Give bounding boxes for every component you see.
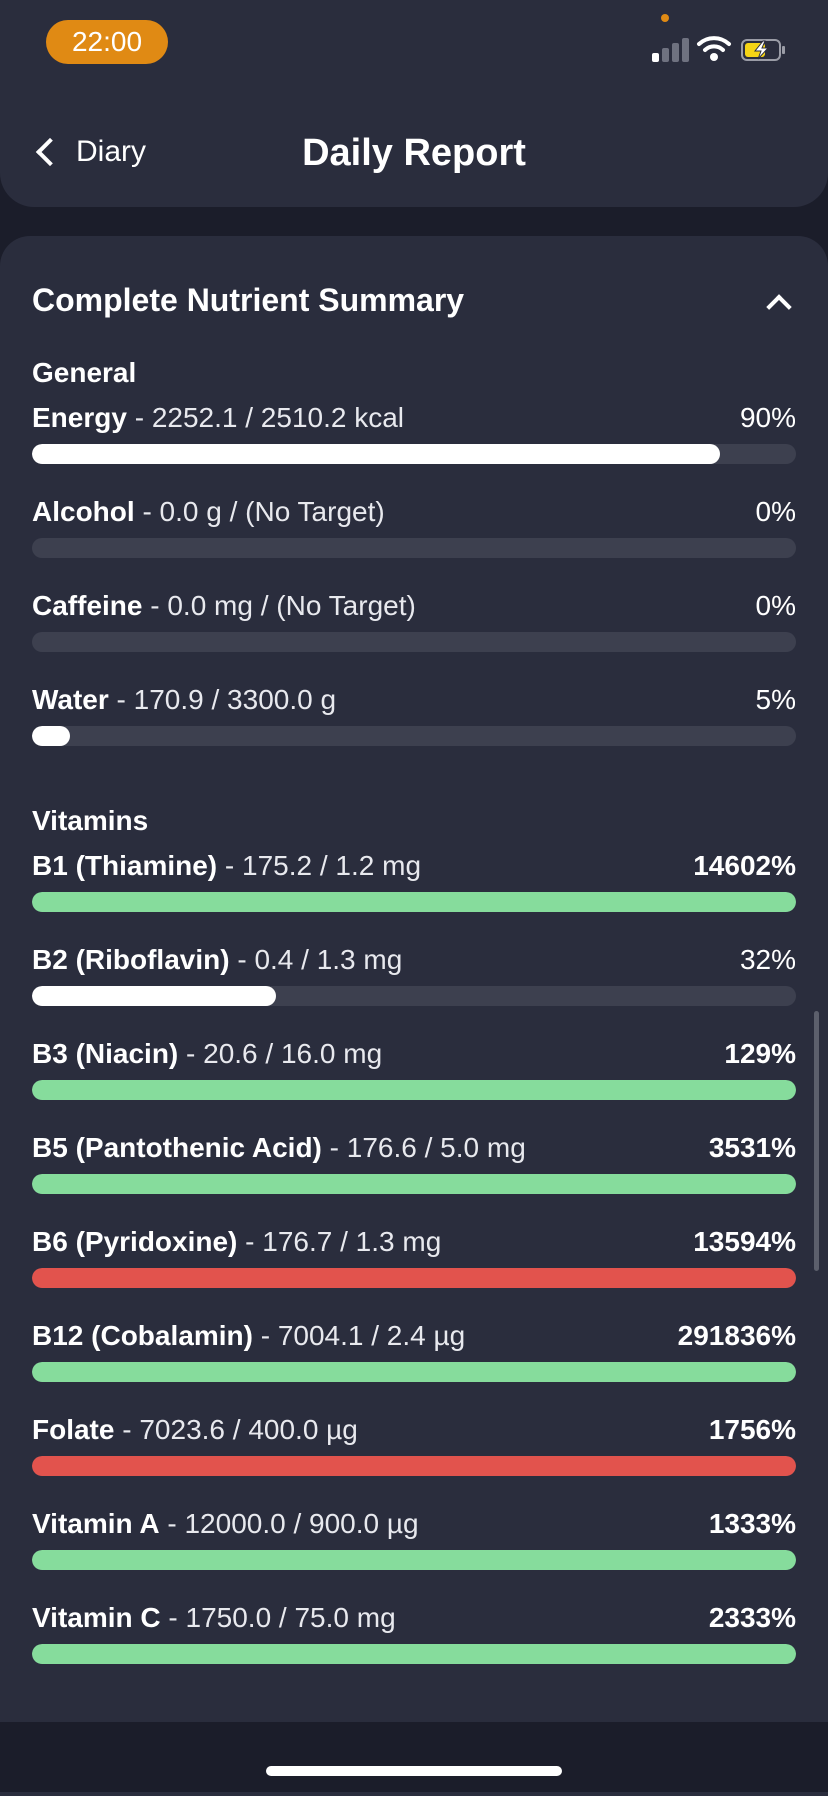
battery-charging-icon [741, 39, 785, 61]
nutrient-detail: - 0.0 mg / (No Target) [142, 590, 416, 621]
progress-fill [32, 444, 720, 464]
bottom-safe-area [0, 1722, 828, 1792]
nutrient-detail: - 1750.0 / 75.0 mg [160, 1602, 396, 1633]
nutrient-detail: - 176.7 / 1.3 mg [237, 1226, 442, 1257]
nutrient-name: B2 (Riboflavin) [32, 944, 230, 975]
progress-track [32, 892, 796, 912]
nutrient-row-folate[interactable]: Folate - 7023.6 / 400.0 µg 1756% [32, 1410, 796, 1504]
card-header[interactable]: Complete Nutrient Summary [32, 272, 796, 328]
collapse-chevron-up-icon[interactable] [766, 288, 792, 320]
nutrient-row-water[interactable]: Water - 170.9 / 3300.0 g 5% [32, 680, 796, 774]
top-header: 22:00 Diary Daily Report [0, 0, 828, 207]
progress-fill [32, 892, 796, 912]
nutrient-summary-card: Complete Nutrient Summary General Energy… [0, 236, 828, 1796]
status-time: 22:00 [46, 20, 168, 64]
nutrient-name: Energy [32, 402, 127, 433]
progress-fill [32, 726, 71, 746]
nutrient-name: Folate [32, 1414, 115, 1445]
back-to-diary-button[interactable]: Diary [32, 128, 146, 176]
scrollbar-thumb[interactable] [814, 1011, 819, 1271]
nutrient-name: Alcohol [32, 496, 135, 527]
nutrient-row-alcohol[interactable]: Alcohol - 0.0 g / (No Target) 0% [32, 492, 796, 586]
page-title: Daily Report [302, 132, 526, 174]
nutrient-percent: 90% [739, 402, 796, 433]
nutrient-name: Caffeine [32, 590, 143, 621]
wifi-icon [697, 36, 731, 61]
nutrient-row-b5[interactable]: B5 (Pantothenic Acid) - 176.6 / 5.0 mg 3… [32, 1128, 796, 1222]
progress-fill [32, 1550, 796, 1570]
nutrient-percent: 14602% [693, 850, 796, 881]
section-title-general: General [32, 357, 137, 388]
progress-fill [32, 1644, 796, 1664]
nutrient-name: Vitamin A [32, 1508, 160, 1539]
cellular-signal-icon [652, 34, 692, 62]
nutrient-row-b12[interactable]: B12 (Cobalamin) - 7004.1 / 2.4 µg 291836… [32, 1316, 796, 1410]
nutrient-name: B12 (Cobalamin) [32, 1320, 253, 1351]
nutrient-detail: - 170.9 / 3300.0 g [108, 684, 337, 715]
nutrient-detail: - 12000.0 / 900.0 µg [159, 1508, 419, 1539]
nutrient-name: B3 (Niacin) [32, 1038, 179, 1069]
nutrient-detail: - 20.6 / 16.0 mg [178, 1038, 383, 1069]
nutrient-detail: - 0.4 / 1.3 mg [229, 944, 403, 975]
nutrient-name: Vitamin C [32, 1602, 161, 1633]
nutrient-row-b6[interactable]: B6 (Pyridoxine) - 176.7 / 1.3 mg 13594% [32, 1222, 796, 1316]
progress-fill [32, 1174, 796, 1194]
home-indicator[interactable] [266, 1766, 562, 1776]
nutrient-name: Water [32, 684, 109, 715]
nutrient-row-b2[interactable]: B2 (Riboflavin) - 0.4 / 1.3 mg 32% [32, 940, 796, 1034]
progress-track [32, 1456, 796, 1476]
nutrient-row-caffeine[interactable]: Caffeine - 0.0 mg / (No Target) 0% [32, 586, 796, 680]
nutrient-percent: 13594% [693, 1226, 796, 1257]
progress-track [32, 1362, 796, 1382]
nutrient-row-b3[interactable]: B3 (Niacin) - 20.6 / 16.0 mg 129% [32, 1034, 796, 1128]
progress-track [32, 1268, 796, 1288]
nutrient-detail: - 2252.1 / 2510.2 kcal [126, 402, 405, 433]
nutrient-detail: - 0.0 g / (No Target) [134, 496, 385, 527]
nutrient-percent: 3531% [708, 1132, 796, 1163]
nutrient-detail: - 7004.1 / 2.4 µg [252, 1320, 466, 1351]
nutrient-detail: - 7023.6 / 400.0 µg [114, 1414, 358, 1445]
nutrient-detail: - 176.6 / 5.0 mg [321, 1132, 526, 1163]
nutrient-percent: 1333% [708, 1508, 796, 1539]
nutrient-percent: 129% [724, 1038, 796, 1069]
nutrient-name: B5 (Pantothenic Acid) [32, 1132, 322, 1163]
progress-track [32, 726, 796, 746]
nutrient-percent: 0% [755, 590, 796, 621]
progress-track [32, 444, 796, 464]
nutrient-list: General Energy - 2252.1 / 2510.2 kcal 90… [32, 354, 796, 1692]
nutrient-row-vitamin-a[interactable]: Vitamin A - 12000.0 / 900.0 µg 1333% [32, 1504, 796, 1598]
nutrient-name: B6 (Pyridoxine) [32, 1226, 238, 1257]
progress-track [32, 1644, 796, 1664]
nutrient-name: B1 (Thiamine) [32, 850, 218, 881]
progress-fill [32, 1362, 796, 1382]
section-title-vitamins: Vitamins [32, 805, 149, 836]
nutrient-row-vitamin-c[interactable]: Vitamin C - 1750.0 / 75.0 mg 2333% [32, 1598, 796, 1692]
progress-track [32, 538, 796, 558]
progress-track [32, 632, 796, 652]
progress-fill [32, 1080, 796, 1100]
progress-track [32, 1080, 796, 1100]
nutrient-percent: 291836% [677, 1320, 796, 1351]
progress-fill [32, 1456, 796, 1476]
nutrient-percent: 1756% [708, 1414, 796, 1445]
back-label: Diary [76, 135, 147, 168]
nutrient-percent: 0% [755, 496, 796, 527]
progress-track [32, 986, 796, 1006]
nutrient-row-energy[interactable]: Energy - 2252.1 / 2510.2 kcal 90% [32, 398, 796, 492]
card-title: Complete Nutrient Summary [32, 282, 465, 318]
progress-fill [32, 986, 277, 1006]
progress-track [32, 1550, 796, 1570]
privacy-indicator-dot [661, 14, 669, 22]
progress-track [32, 1174, 796, 1194]
nutrient-row-b1[interactable]: B1 (Thiamine) - 175.2 / 1.2 mg 14602% [32, 846, 796, 940]
nutrient-percent: 2333% [708, 1602, 796, 1633]
progress-fill [32, 1268, 796, 1288]
nutrient-detail: - 175.2 / 1.2 mg [217, 850, 422, 881]
nutrient-percent: 5% [755, 684, 796, 715]
nutrient-percent: 32% [739, 944, 796, 975]
